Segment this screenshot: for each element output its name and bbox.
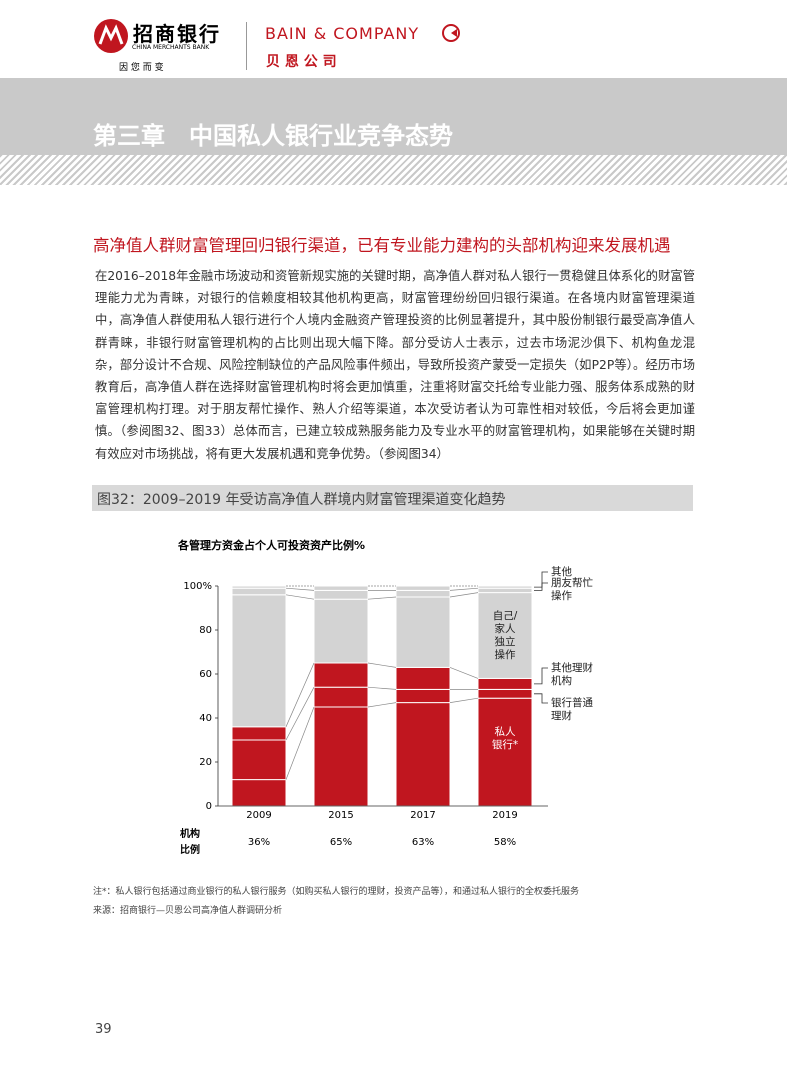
- y-tick-label: 100%: [183, 581, 212, 592]
- page-number: 39: [95, 1022, 112, 1037]
- series-label: 银行普通理财: [551, 697, 593, 722]
- header-hatch: [0, 155, 787, 185]
- bar-segment: [231, 739, 287, 781]
- chapter-title: 第三章 中国私人银行业竞争态势: [93, 122, 453, 150]
- ratio-label: 63%: [412, 837, 434, 848]
- figure-caption: 图32：2009–2019 年受访高净值人群境内财富管理渠道变化趋势: [97, 492, 506, 508]
- bar-segment: [395, 589, 451, 598]
- connector: [285, 706, 315, 780]
- bank-logo: [94, 19, 128, 53]
- connector: [367, 662, 397, 668]
- bar-segment: [231, 726, 287, 741]
- chart-title: 各管理方资金占个人可投资资产比例%: [178, 539, 366, 552]
- series-label: 自己/家人独立操作: [492, 609, 518, 661]
- series-label: 其他理财机构: [551, 662, 593, 687]
- bar-segment: [231, 594, 287, 728]
- bank-slogan: 因 您 而 变: [119, 63, 164, 73]
- bank-name: 招商银行: [133, 22, 221, 46]
- bank-name-en: CHINA MERCHANTS BANK: [132, 44, 210, 51]
- y-tick-label: 80: [199, 625, 212, 636]
- y-tick-label: 40: [199, 713, 212, 724]
- partner-name: BAIN & COMPANY: [265, 24, 420, 43]
- y-tick-label: 60: [199, 669, 212, 680]
- bar-segment: [395, 596, 451, 668]
- logo-bar: [0, 0, 787, 78]
- y-tick-label: 20: [199, 757, 212, 768]
- x-tick-label: 2017: [410, 810, 435, 821]
- bar-segment: [313, 598, 369, 664]
- ratio-label: 58%: [494, 837, 516, 848]
- connector: [367, 702, 397, 708]
- bar-segment: [477, 592, 533, 679]
- bar-segment: [231, 779, 287, 807]
- bar-segment: [395, 585, 451, 591]
- connector: [285, 662, 315, 727]
- x-tick-label: 2019: [492, 810, 517, 821]
- series-label: 朋友帮忙操作: [551, 577, 593, 602]
- source: 来源：招商银行—贝恩公司高净值人群调研分析: [93, 906, 283, 916]
- note: 注*：私人银行包括通过商业银行的私人银行服务（如购买私人银行的理财，投资产品等）…: [93, 887, 580, 897]
- connector: [449, 587, 479, 591]
- ratio-label: 36%: [248, 837, 270, 848]
- connector: [449, 592, 479, 598]
- series-label: 其他: [551, 566, 572, 578]
- connector: [285, 687, 315, 741]
- section-heading: 高净值人群财富管理回归银行渠道，已有专业能力建构的头部机构迎来发展机遇: [93, 236, 671, 255]
- connector: [367, 596, 397, 600]
- bar-segment: [395, 666, 451, 690]
- ratio-heading: 机构: [180, 827, 200, 840]
- bar-segment: [313, 589, 369, 600]
- divider: [246, 22, 247, 70]
- paragraph: 在2016–2018年金融市场波动和资管新规实施的关键时期，高净值人群对私人银行…: [95, 269, 695, 461]
- partner-name-cn: 贝 恩 公 司: [266, 54, 337, 70]
- bar-segment: [477, 587, 533, 594]
- connector: [449, 667, 479, 679]
- bar-segment: [395, 688, 451, 704]
- y-tick-label: 0: [206, 801, 212, 812]
- connector: [367, 686, 397, 690]
- bar-segment: [477, 677, 533, 690]
- bar-segment: [395, 702, 451, 807]
- caption-box: [92, 485, 693, 511]
- bar-segment: [313, 706, 369, 807]
- leader-line: [534, 667, 548, 685]
- x-tick-label: 2009: [246, 810, 271, 821]
- leader-line: [534, 571, 548, 588]
- bar-segment: [477, 688, 533, 699]
- bar-segment: [313, 585, 369, 591]
- ratio-label: 65%: [330, 837, 352, 848]
- bar-segment: [477, 585, 533, 589]
- series-label: 私人银行*: [491, 726, 519, 752]
- x-tick-label: 2015: [328, 810, 353, 821]
- bar-segment: [231, 585, 287, 589]
- partner-logo: [442, 24, 460, 42]
- leader-line: [534, 693, 548, 704]
- connector: [449, 697, 479, 703]
- connector: [285, 594, 315, 600]
- bar-segment: [313, 662, 369, 688]
- bar-segment: [231, 587, 287, 596]
- bar-segment: [313, 686, 369, 708]
- connector: [285, 587, 315, 591]
- bar-segment: [477, 697, 533, 807]
- ratio-heading: 比例: [180, 843, 200, 856]
